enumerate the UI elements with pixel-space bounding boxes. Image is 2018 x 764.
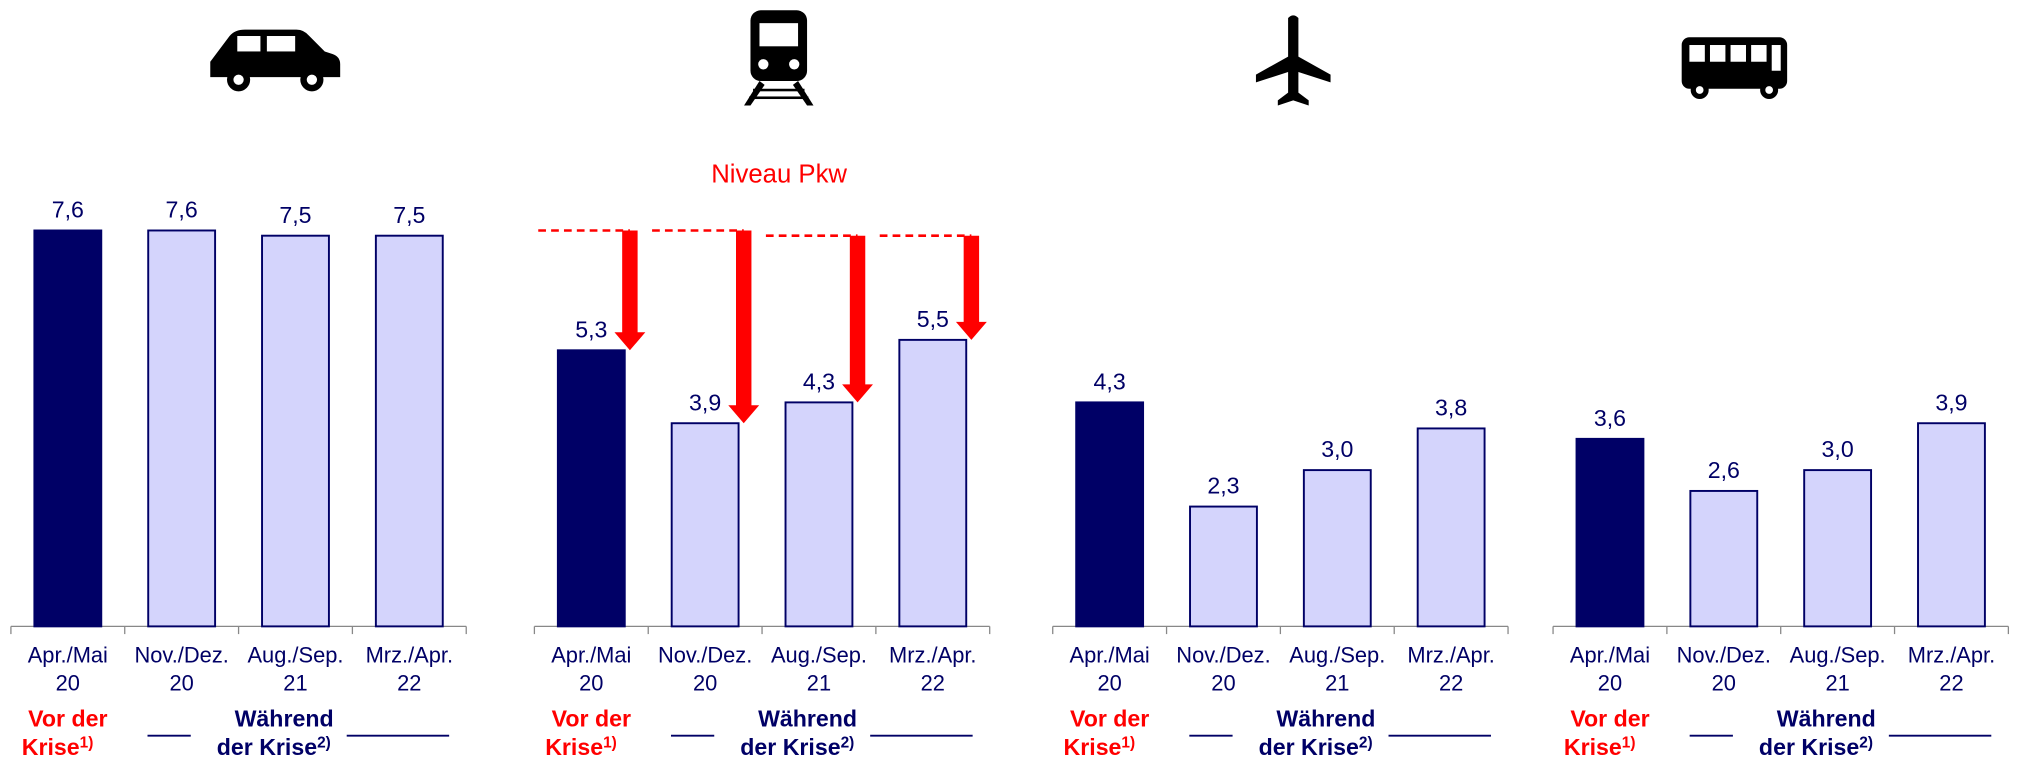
group-label: der Krise2) [217, 734, 331, 760]
group-label: Krise1) [545, 734, 617, 760]
bar [1803, 469, 1873, 628]
bar [898, 338, 968, 628]
value-label: 7,6 [52, 197, 84, 223]
group-label: der Krise [1259, 734, 1359, 760]
group-label: der Krise [740, 734, 840, 760]
value-label: 7,5 [279, 202, 311, 228]
bar [784, 401, 854, 628]
bar [1189, 505, 1258, 628]
group-label: Krise1) [1064, 734, 1136, 760]
group-label: Krise [1564, 734, 1622, 760]
value-label: 3,0 [1822, 436, 1854, 462]
reference-arrow [728, 230, 760, 424]
footnote-mark: 2) [317, 734, 331, 751]
x-tick-label: Mrz./Apr. 22 [366, 642, 453, 695]
group-label: der Krise [1759, 734, 1859, 760]
group-label: Krise1) [22, 734, 94, 760]
bar [374, 234, 444, 628]
reference-arrow [842, 235, 873, 403]
footnote-mark: 2) [1359, 734, 1373, 751]
value-label: 3,0 [1321, 436, 1353, 462]
value-label: 4,3 [803, 369, 835, 395]
x-tick-label: Mrz./Apr. 22 [1908, 642, 1995, 695]
value-label: 5,3 [575, 316, 607, 342]
value-label: 5,5 [917, 306, 949, 332]
group-label: Vor der [28, 706, 107, 732]
x-tick-label: Apr./Mai 20 [551, 642, 631, 695]
value-label: 2,6 [1708, 457, 1740, 483]
bar [556, 349, 626, 628]
footnote-mark: 1) [603, 734, 617, 751]
group-label: Vor der [1570, 706, 1649, 732]
bar [670, 422, 740, 628]
group-label: Während [235, 706, 334, 732]
value-label: 4,3 [1094, 369, 1126, 395]
annotation: Niveau Pkw [711, 161, 847, 189]
x-tick-label: Aug./Sep. 21 [1289, 642, 1385, 695]
group-label: der Krise2) [1259, 734, 1373, 760]
train-icon [744, 10, 814, 106]
footnote-mark: 1) [1121, 734, 1135, 751]
value-label: 3,6 [1594, 405, 1626, 431]
value-label: 3,8 [1435, 395, 1467, 421]
bar [261, 234, 330, 628]
x-tick-label: Apr./Mai 20 [1570, 642, 1650, 695]
x-tick-label: Apr./Mai 20 [28, 642, 108, 695]
x-tick-label: Aug./Sep. 21 [247, 642, 343, 695]
bar [1575, 437, 1645, 628]
value-label: 3,9 [1935, 389, 1967, 415]
group-label: Während [758, 706, 857, 732]
value-label: 2,3 [1207, 473, 1239, 499]
plane-icon [1255, 15, 1331, 106]
reference-arrow [955, 235, 987, 340]
x-tick-label: Nov./Dez. 20 [1176, 642, 1270, 695]
x-tick-label: Nov./Dez. 20 [1677, 642, 1771, 695]
group-label: Vor der [552, 706, 631, 732]
bar [33, 229, 103, 628]
bar [1302, 469, 1372, 628]
group-label: der Krise2) [740, 734, 854, 760]
footnote-mark: 1) [80, 734, 94, 751]
group-label: der Krise2) [1759, 734, 1873, 760]
bar [1917, 422, 1986, 628]
footnote-mark: 2) [841, 734, 855, 751]
group-label: Krise1) [1564, 734, 1636, 760]
value-label: 7,6 [166, 197, 198, 223]
car-icon [210, 29, 341, 92]
group-label: Krise [22, 734, 80, 760]
bus-icon [1681, 37, 1788, 100]
x-tick-label: Mrz./Apr. 22 [1407, 642, 1494, 695]
group-label: Krise [1064, 734, 1122, 760]
footnote-mark: 2) [1859, 734, 1873, 751]
x-tick-label: Mrz./Apr. 22 [889, 642, 976, 695]
group-label: der Krise [217, 734, 317, 760]
bar [1416, 427, 1486, 628]
group-label: Während [1777, 706, 1876, 732]
bar [147, 229, 217, 628]
x-tick-label: Nov./Dez. 20 [658, 642, 752, 695]
value-label: 7,5 [393, 202, 425, 228]
x-tick-label: Aug./Sep. 21 [1790, 642, 1886, 695]
bar [1075, 401, 1145, 628]
x-tick-label: Aug./Sep. 21 [771, 642, 867, 695]
reference-arrow [614, 230, 646, 351]
x-tick-label: Nov./Dez. 20 [134, 642, 228, 695]
bar [1689, 489, 1759, 628]
value-label: 3,9 [689, 389, 721, 415]
group-label: Krise [545, 734, 603, 760]
group-label: Während [1276, 706, 1375, 732]
footnote-mark: 1) [1622, 734, 1636, 751]
group-label: Vor der [1070, 706, 1149, 732]
x-tick-label: Apr./Mai 20 [1070, 642, 1150, 695]
